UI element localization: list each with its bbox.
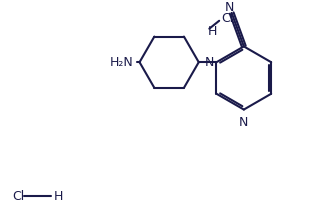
Text: N: N bbox=[205, 56, 214, 69]
Text: Cl: Cl bbox=[221, 12, 233, 25]
Text: H: H bbox=[54, 190, 63, 203]
Text: H₂N: H₂N bbox=[110, 56, 134, 69]
Text: N: N bbox=[225, 1, 234, 14]
Text: H: H bbox=[207, 25, 217, 38]
Text: N: N bbox=[239, 116, 249, 129]
Text: Cl: Cl bbox=[12, 190, 24, 203]
